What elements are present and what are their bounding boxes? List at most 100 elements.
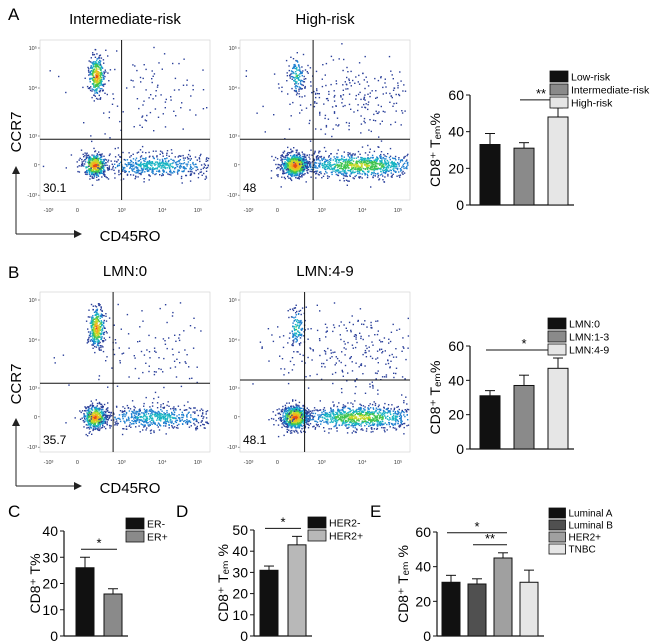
event-dot (94, 345, 96, 348)
event-dot (345, 164, 348, 166)
event-dot (353, 166, 356, 168)
event-dot (101, 417, 103, 419)
event-dot (165, 433, 167, 435)
event-dot (205, 417, 208, 419)
event-dot (151, 411, 153, 413)
event-dot (377, 112, 379, 115)
event-dot (384, 162, 387, 165)
event-dot (74, 417, 76, 419)
event-dot (199, 409, 201, 412)
event-dot (91, 335, 94, 337)
event-dot (382, 164, 384, 166)
event-dot (98, 335, 100, 337)
event-dot (101, 309, 103, 312)
event-dot (336, 162, 338, 164)
event-dot (287, 342, 289, 344)
event-dot (295, 403, 297, 405)
event-dot (379, 156, 382, 158)
event-dot (297, 156, 299, 158)
event-dot (337, 156, 339, 158)
event-dot (383, 153, 385, 156)
event-dot (106, 421, 108, 423)
event-dot (169, 417, 171, 419)
event-dot (97, 157, 99, 160)
flow-y-tick-label: 10⁵ (229, 297, 237, 304)
event-dot (132, 162, 134, 164)
event-dot (99, 153, 101, 156)
event-dot (384, 176, 386, 178)
event-dot (355, 174, 357, 177)
event-dot (187, 163, 189, 165)
event-dot (309, 140, 312, 142)
event-dot (153, 73, 156, 75)
event-dot (179, 167, 181, 169)
event-dot (344, 81, 346, 83)
event-dot (135, 166, 138, 168)
event-dot (182, 423, 184, 425)
event-dot (132, 64, 134, 66)
event-dot (178, 351, 180, 353)
event-dot (193, 407, 195, 409)
event-dot (101, 172, 103, 174)
event-dot (95, 428, 97, 430)
event-dot (99, 64, 101, 66)
event-dot (281, 154, 283, 156)
event-dot (281, 176, 283, 178)
event-dot (290, 162, 292, 164)
event-dot (347, 164, 349, 166)
event-dot (103, 62, 105, 64)
event-dot (367, 93, 369, 95)
event-dot (103, 414, 105, 417)
event-dot (194, 163, 197, 165)
event-dot (157, 410, 159, 413)
quadrant-percentage: 30.1 (43, 181, 67, 195)
event-dot (134, 407, 136, 409)
event-dot (91, 409, 94, 411)
event-dot (315, 172, 318, 174)
event-dot (164, 421, 166, 423)
event-dot (186, 415, 188, 417)
event-dot (100, 306, 102, 308)
event-dot (132, 170, 134, 172)
event-dot (139, 416, 141, 419)
event-dot (358, 176, 360, 178)
event-dot (295, 172, 297, 174)
event-dot (187, 420, 189, 422)
event-dot (361, 106, 363, 108)
event-dot (152, 150, 155, 152)
event-dot (341, 168, 344, 170)
event-dot (125, 428, 127, 430)
event-dot (168, 167, 170, 169)
event-dot (372, 174, 375, 176)
event-dot (338, 159, 340, 162)
event-dot (104, 339, 107, 341)
event-dot (138, 164, 140, 167)
event-dot (86, 342, 88, 344)
event-dot (281, 166, 283, 169)
event-dot (130, 165, 132, 167)
event-dot (98, 171, 100, 173)
event-dot (325, 160, 327, 162)
event-dot (385, 164, 387, 166)
event-dot (340, 164, 343, 166)
event-dot (104, 175, 106, 177)
event-dot (100, 338, 102, 340)
event-dot (287, 172, 290, 174)
event-dot (102, 409, 104, 411)
event-dot (298, 64, 300, 66)
event-dot (119, 420, 122, 423)
event-dot (353, 157, 355, 159)
event-dot (91, 73, 93, 75)
event-dot (149, 423, 151, 426)
event-dot (116, 420, 118, 422)
event-dot (146, 422, 148, 424)
event-dot (294, 164, 297, 167)
event-dot (201, 174, 203, 176)
event-dot (137, 160, 139, 162)
event-dot (137, 418, 139, 420)
event-dot (102, 76, 104, 79)
event-dot (92, 89, 94, 91)
event-dot (176, 419, 179, 422)
event-dot (97, 80, 99, 82)
